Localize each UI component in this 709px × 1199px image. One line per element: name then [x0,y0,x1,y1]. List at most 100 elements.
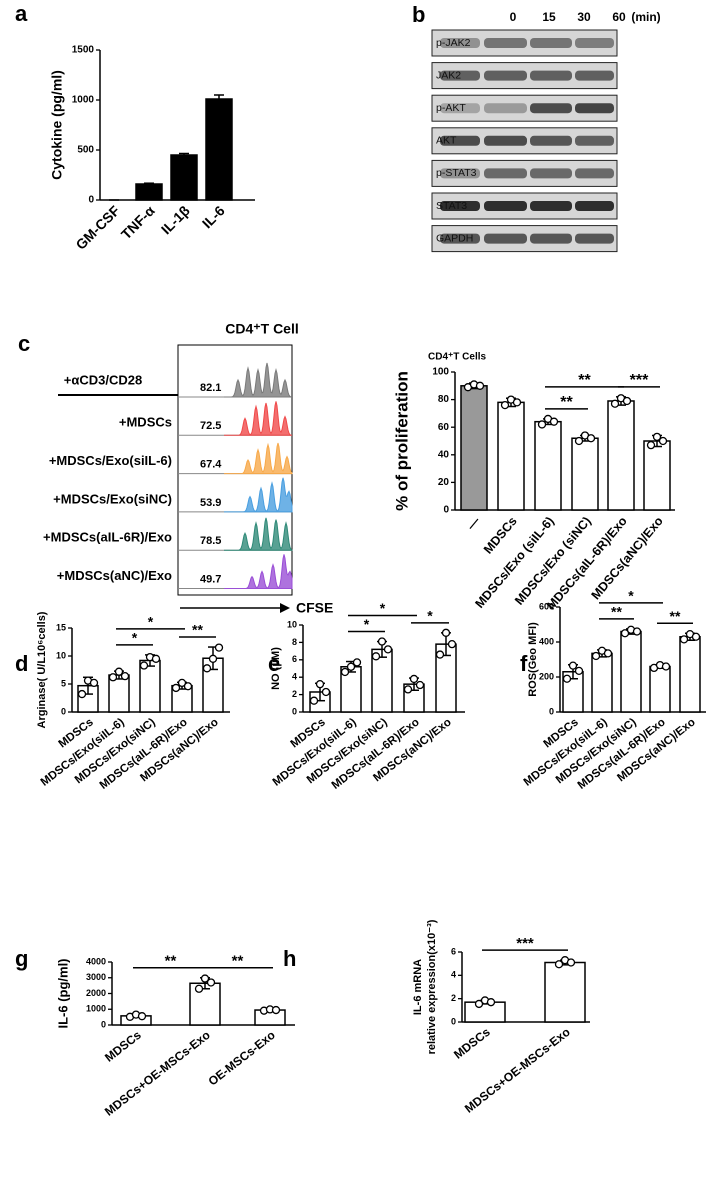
data-point [352,658,362,667]
data-point [568,661,578,670]
significance-label: ** [192,622,203,638]
data-point [271,1005,281,1015]
x-tick-label: GM-CSF [72,202,123,253]
y-tick-label: 2000 [86,988,106,998]
data-point [108,673,118,682]
significance-label: * [132,630,138,646]
cfse-arrow-head [280,603,290,613]
significance-label: ** [232,953,244,970]
flow-row-label: +MDSCs(aNC)/Exo [57,568,172,583]
y-tick-label: 2 [292,689,297,699]
data-point [691,632,701,641]
data-point [658,436,668,446]
y-tick-label: 0 [88,195,94,206]
blot-band [530,103,572,114]
data-point [591,651,601,661]
data-point [622,396,632,406]
blot-row-label: AKT [436,135,457,147]
y-tick-label: 80 [438,394,450,405]
flow-percent: 49.7 [200,573,221,585]
blot-row-label: JAK2 [436,69,461,81]
y-axis-label: ROS(Geo MFI) [527,622,539,697]
y-tick-label: 0 [101,1019,106,1029]
data-point [474,999,484,1009]
y-tick-label: 0 [61,706,66,716]
y-tick-label: 6 [292,654,297,664]
x-tick-label: MDSCs [481,514,520,557]
flow-title: CD4⁺T Cell [225,321,299,337]
y-axis-label: relative expression(x10⁻³) [426,919,438,1054]
panel-letter: g [15,946,28,971]
blot-band [484,70,527,81]
flow-histogram [224,517,293,551]
bar [643,440,671,511]
data-point [202,664,212,673]
significance-label: *** [630,372,649,389]
flow-percent: 82.1 [200,382,221,394]
blot-band [575,135,614,146]
blot-band [575,168,614,179]
y-axis-label: % of proliferation [392,371,411,511]
y-tick-label: 8 [292,637,297,647]
data-point [435,650,445,659]
flow-percent: 53.9 [200,497,221,509]
panel-letter: e [268,651,280,676]
flow-histogram [224,442,293,475]
panel-letter: f [520,651,528,676]
data-point [486,998,496,1007]
blot-band [530,135,572,146]
bar [620,630,642,713]
x-tick-label: IL-6 [199,202,228,231]
y-tick-label: 5 [61,678,66,688]
blot-band [484,38,527,48]
blot-band [440,201,480,211]
data-point [574,436,584,446]
blot-band [530,201,572,211]
y-axis-label: NO (μM) [270,647,282,690]
data-point [214,643,224,652]
data-point [415,680,425,690]
significance-label: * [628,588,634,604]
data-point [554,960,564,969]
flow-row-label: +αCD3/CD28 [64,372,142,387]
data-point [383,645,393,654]
y-tick-label: 4 [292,672,297,682]
x-tick-label: IL-1β [158,202,193,237]
blot-band [484,168,527,179]
blot-band [440,70,480,81]
significance-label: * [148,614,154,630]
data-point [679,635,689,644]
y-tick-label: 10 [56,650,66,660]
panel-letter: a [15,1,28,26]
significance-label: ** [560,394,573,411]
data-point [371,652,381,661]
blot-band [484,135,527,146]
bar [464,1001,506,1023]
data-point [177,678,187,688]
bar [534,420,562,511]
time-label: 30 [577,10,591,24]
y-tick-label: 1500 [72,45,95,56]
bar [607,400,635,511]
data-point [340,667,350,677]
chart-title: CD4⁺T Cells [428,352,487,363]
blot-band [440,38,480,48]
y-axis-label: IL-6 mRNA [412,959,424,1015]
blot-band [484,201,527,211]
data-point [574,666,584,676]
y-tick-label: 500 [77,145,94,156]
data-point [137,1012,147,1021]
data-point [620,629,630,638]
y-tick-label: 1000 [72,95,95,106]
data-point [500,400,510,410]
y-tick-label: 40 [438,449,450,460]
data-point [537,420,547,429]
blot-band [530,168,572,179]
blot-band [440,103,480,114]
panel-letter: h [283,946,296,971]
flow-percent: 78.5 [200,535,221,547]
data-point [566,958,576,967]
bar [571,437,599,511]
